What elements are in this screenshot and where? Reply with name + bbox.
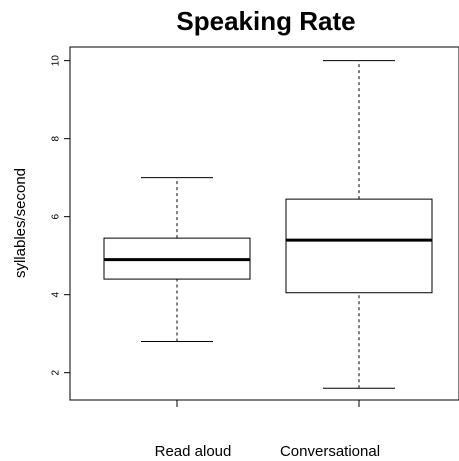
y-axis-label: syllables/second bbox=[12, 168, 29, 278]
box-read-aloud bbox=[103, 177, 251, 342]
iqr-box bbox=[285, 198, 433, 294]
y-tick-label: 6 bbox=[51, 213, 62, 219]
y-tick-label: 8 bbox=[51, 135, 62, 141]
x-axis: Read aloud Conversational bbox=[155, 400, 380, 460]
chart-title: Speaking Rate bbox=[176, 6, 355, 36]
box-conversational bbox=[285, 60, 433, 389]
y-axis: 2 4 6 8 10 bbox=[51, 55, 70, 375]
y-tick-label: 4 bbox=[51, 291, 62, 297]
y-tick-label: 10 bbox=[51, 55, 62, 67]
plot-frame bbox=[69, 46, 459, 401]
y-tick-label: 2 bbox=[51, 369, 62, 375]
category-label: Read aloud bbox=[155, 443, 232, 460]
category-label: Conversational bbox=[280, 443, 380, 460]
boxes-group bbox=[103, 60, 433, 389]
